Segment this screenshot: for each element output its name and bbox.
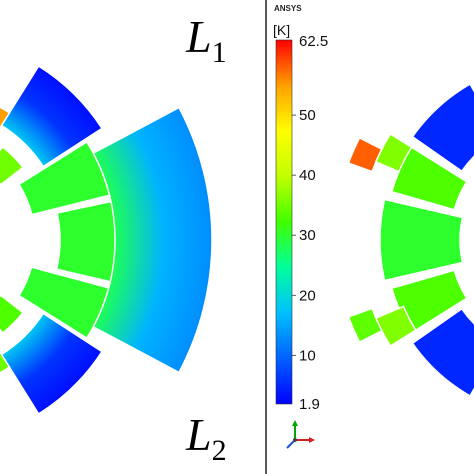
segment-outer-bot-right	[0, 312, 103, 415]
segment-r-outer-top	[411, 83, 474, 173]
left-contour-panel	[0, 65, 213, 415]
segment-r-mid-upper	[390, 146, 468, 211]
segment-outer-top-left	[0, 106, 11, 130]
legend-max-label: 62.5	[299, 33, 328, 50]
segment-r-small-lower2	[347, 307, 383, 344]
legend-tick-label: 10	[299, 347, 316, 364]
ansys-brand: ANSYS	[274, 4, 302, 13]
legend-unit: [K]	[273, 22, 290, 38]
right-contour-panel	[347, 83, 474, 397]
label-l2: L2	[185, 409, 227, 467]
label-l1: L1	[185, 11, 227, 69]
legend-tick-label: 30	[299, 227, 316, 244]
segment-r-small-lower	[374, 305, 417, 348]
axis-triad	[286, 420, 315, 449]
legend-min-label: 1.9	[299, 396, 320, 413]
legend-tick-label: 20	[299, 287, 316, 304]
segment-big-right	[92, 106, 213, 374]
segment-r-inner	[379, 198, 464, 282]
segment-r-red-bar	[347, 136, 383, 173]
segment-outer-top-small	[0, 145, 25, 186]
segment-outer-bot-left	[0, 350, 11, 374]
color-legend: ANSYS [K] 62.5 50 40 30 20 10 1.9	[273, 4, 328, 413]
segment-outer-top-right	[0, 65, 103, 168]
segment-r-outer-bot	[411, 307, 474, 397]
legend-tick-label: 50	[299, 107, 316, 124]
legend-colorbar	[275, 39, 293, 405]
segment-outer-bot-small	[0, 294, 25, 335]
legend-tick-label: 40	[299, 167, 316, 184]
